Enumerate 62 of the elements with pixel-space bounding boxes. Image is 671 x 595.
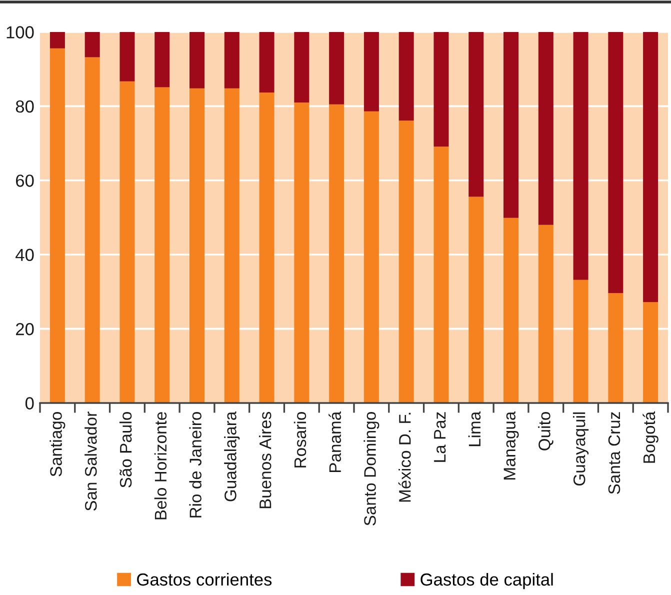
y-tick-label: 0 [25,397,34,410]
bar [154,87,170,403]
bar [190,88,204,403]
bar [643,302,658,403]
bar [573,280,588,403]
x-tick-label: Rosario [294,412,306,468]
bar [608,32,624,294]
x-tick-label: Quito [538,412,554,450]
bar [294,102,310,403]
x-tick-label: Guayaquil [573,412,589,486]
bar [294,32,310,102]
legend-label: Gastos corrientes [137,572,272,586]
x-tick-label: Panamá [328,411,342,472]
bar [329,32,344,104]
x-tick-label: Santa Cruz [608,412,620,494]
bar [434,32,449,147]
x-tick-label: San Salvador [84,412,97,511]
y-tick-label: 100 [6,26,34,38]
bar [329,104,344,403]
bar [538,224,554,403]
bar [398,32,414,121]
legend-label: Gastos de capital [420,572,553,590]
bar [120,32,135,82]
x-tick-label: Lima [468,411,481,446]
x-tick-label: São Paulo [119,412,132,488]
bar [154,32,170,88]
x-tick-label: México D. F. [398,412,411,502]
y-tick-label: 80 [16,100,34,113]
x-tick-label: La Paz [434,412,446,462]
bar [504,32,518,218]
x-tick-label: Buenos Aires [259,412,272,508]
x-tick-label: Santo Domingo [364,412,380,526]
x-tick-label: Rio de Janeiro [189,412,202,518]
x-tick-label: Guadalajara [224,411,240,502]
bar [259,32,274,92]
bar [364,111,379,403]
bar [364,32,379,112]
bar [504,218,518,403]
bar [224,88,240,403]
bar [434,146,449,403]
bar [468,32,484,197]
bar [50,48,65,403]
bar [468,196,484,403]
y-tick-label: 40 [16,248,34,262]
bar [84,57,100,403]
x-tick-label: Belo Horizonte [154,412,167,520]
bar [643,32,658,302]
x-tick-label: Santiago [50,412,66,476]
bar [50,32,65,48]
bar [538,32,554,225]
bar [608,293,624,403]
y-tick-label: 20 [16,322,34,336]
bar [398,120,414,403]
bar [120,81,135,403]
y-tick-label: 60 [16,174,34,187]
bar [573,32,588,280]
x-tick-label: Bogotá [642,411,658,463]
x-tick-label: Managua [504,411,519,480]
bar [259,92,274,403]
bar [224,32,240,88]
bar [84,32,100,58]
bar [190,32,204,88]
